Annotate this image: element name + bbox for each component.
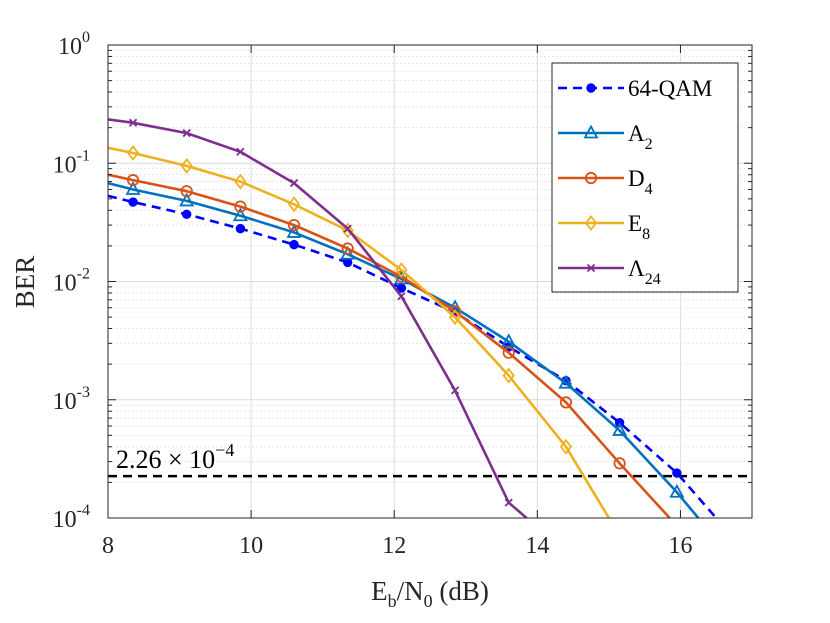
data-point [397,292,406,301]
data-point [125,181,141,195]
legend-label: 64-QAM [628,76,712,101]
y-tick-label: 10-2 [53,266,90,297]
data-point [343,224,352,233]
data-point [504,498,513,507]
data-point [232,207,248,222]
data-point [287,218,301,232]
data-point [559,396,573,409]
data-point [558,374,574,389]
data-point [502,367,515,384]
x-tick-label: 16 [668,533,692,559]
y-tick-label: 10-3 [53,384,90,415]
data-point [502,346,515,359]
data-point [234,173,247,190]
data-point [235,223,246,234]
data-point [126,174,140,187]
data-point [180,185,193,198]
data-point [395,262,408,279]
tick-marks [107,44,752,519]
data-point [450,386,460,395]
legend-items: 64-QAM A2 D4 E8 Λ24 [558,76,712,288]
legend-label: Λ24 [628,256,661,288]
x-tick-label: 14 [525,533,549,559]
data-point [126,145,140,162]
data-point [669,483,685,498]
legend-marker [584,171,598,185]
data-point [128,118,138,127]
legend-marker [586,263,596,273]
data-point [128,197,138,207]
y-axis-label: BER [10,256,40,309]
legend-label: A2 [628,121,653,153]
legend-label: D4 [628,166,653,198]
x-axis-label: Eb/N0 (dB) [371,576,489,611]
data-point [180,157,193,174]
legend: 64-QAM A2 D4 E8 Λ24 [551,62,739,293]
y-tick-labels: 100 10-1 10-2 10-3 10-4 [53,29,90,533]
data-point [341,242,354,255]
x-tick-label: 10 [239,533,263,559]
data-point [672,468,682,478]
legend-label: E8 [628,211,650,243]
x-tick-label: 12 [382,533,406,559]
data-point [286,224,302,238]
data-point [501,333,517,348]
legend-item: A2 [558,121,653,153]
legend-marker [584,215,598,231]
series-64qam [108,194,718,518]
data-point [559,438,573,455]
legend-item: E8 [558,211,650,243]
data-point [613,457,626,470]
data-point [287,196,301,213]
series-group [108,118,718,518]
data-point [341,222,354,239]
y-tick-label: 10-1 [53,147,90,178]
threshold-label: 2.26 × 10−4 [116,440,234,474]
x-tick-labels: 8 10 12 14 16 [102,533,692,559]
data-point [236,147,245,156]
data-point [289,239,299,250]
series-24 [108,118,528,518]
legend-item: 64-QAM [558,76,712,101]
legend-marker [586,83,596,93]
legend-item: Λ24 [558,256,661,288]
series-line [108,181,700,518]
data-point [179,192,195,207]
x-tick-label: 8 [102,533,114,559]
data-point [234,200,247,213]
data-point [289,178,299,188]
series-line [108,118,528,518]
y-tick-label: 100 [58,29,90,60]
legend-marker [583,124,599,139]
legend-item: D4 [558,166,653,198]
data-point [612,422,628,436]
y-tick-label: 10-4 [53,502,90,533]
data-point [448,309,462,326]
data-point [182,209,192,220]
data-point [182,128,191,138]
